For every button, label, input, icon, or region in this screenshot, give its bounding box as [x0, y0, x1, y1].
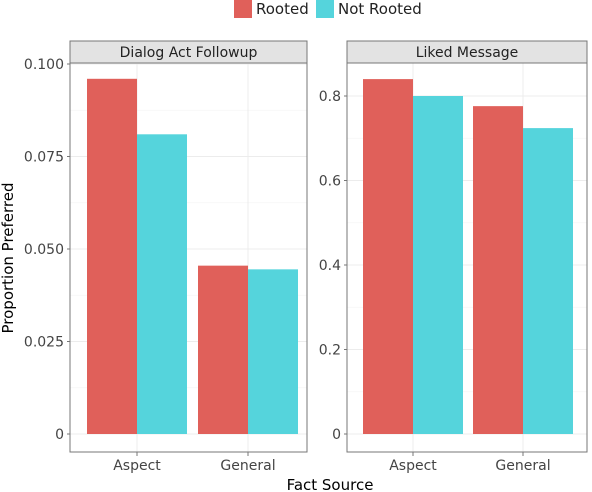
legend-swatch-not-rooted [316, 0, 334, 18]
x-tick-label: General [220, 458, 275, 474]
bar-not-rooted-aspect [137, 134, 187, 435]
x-ticks: Aspect General [113, 452, 276, 474]
legend-label-rooted: Rooted [256, 0, 309, 18]
legend-label-not-rooted: Not Rooted [338, 0, 422, 18]
x-tick-label: Aspect [389, 458, 437, 474]
facet-title: Dialog Act Followup [120, 45, 258, 61]
y-ticks: 0 0.025 0.050 0.075 0.100 [24, 57, 70, 443]
legend-swatch-rooted [234, 0, 252, 18]
x-axis-title: Fact Source [287, 476, 374, 492]
y-tick-label: 0.050 [24, 242, 64, 258]
y-tick-label: 0.4 [319, 258, 341, 274]
bar-not-rooted-aspect [413, 96, 463, 434]
bars [87, 78, 298, 435]
y-tick-label: 0.075 [24, 150, 64, 166]
y-ticks: 0 0.2 0.4 0.6 0.8 [319, 89, 347, 443]
bar-not-rooted-general [523, 128, 573, 435]
y-tick-label: 0 [55, 427, 64, 443]
y-tick-label: 0.2 [319, 343, 341, 359]
panel-border [69, 62, 308, 453]
legend: Rooted Not Rooted [234, 0, 422, 18]
y-axis-title: Proportion Preferred [0, 182, 17, 333]
facet-title: Liked Message [416, 45, 519, 61]
x-ticks: Aspect General [389, 452, 551, 474]
bar-rooted-aspect [363, 79, 413, 434]
panel-border [346, 62, 588, 453]
bars [363, 79, 573, 435]
facet-dialog-act-followup: Dialog Act Followup 0 0.025 0.050 0.075 0.10… [24, 40, 308, 474]
y-tick-label: 0.100 [24, 57, 64, 73]
bar-rooted-general [198, 265, 248, 434]
y-tick-label: 0.6 [319, 174, 341, 190]
facet-liked-message: Liked Message 0 0.2 0.4 0.6 0.8 Aspect Genera… [319, 40, 588, 474]
x-tick-label: General [495, 458, 550, 474]
y-tick-label: 0.025 [24, 335, 64, 351]
y-tick-label: 0 [332, 427, 341, 443]
bar-not-rooted-general [248, 269, 298, 434]
bar-rooted-general [473, 106, 523, 434]
x-tick-label: Aspect [113, 458, 161, 474]
bar-rooted-aspect [87, 78, 137, 435]
y-tick-label: 0.8 [319, 89, 341, 105]
